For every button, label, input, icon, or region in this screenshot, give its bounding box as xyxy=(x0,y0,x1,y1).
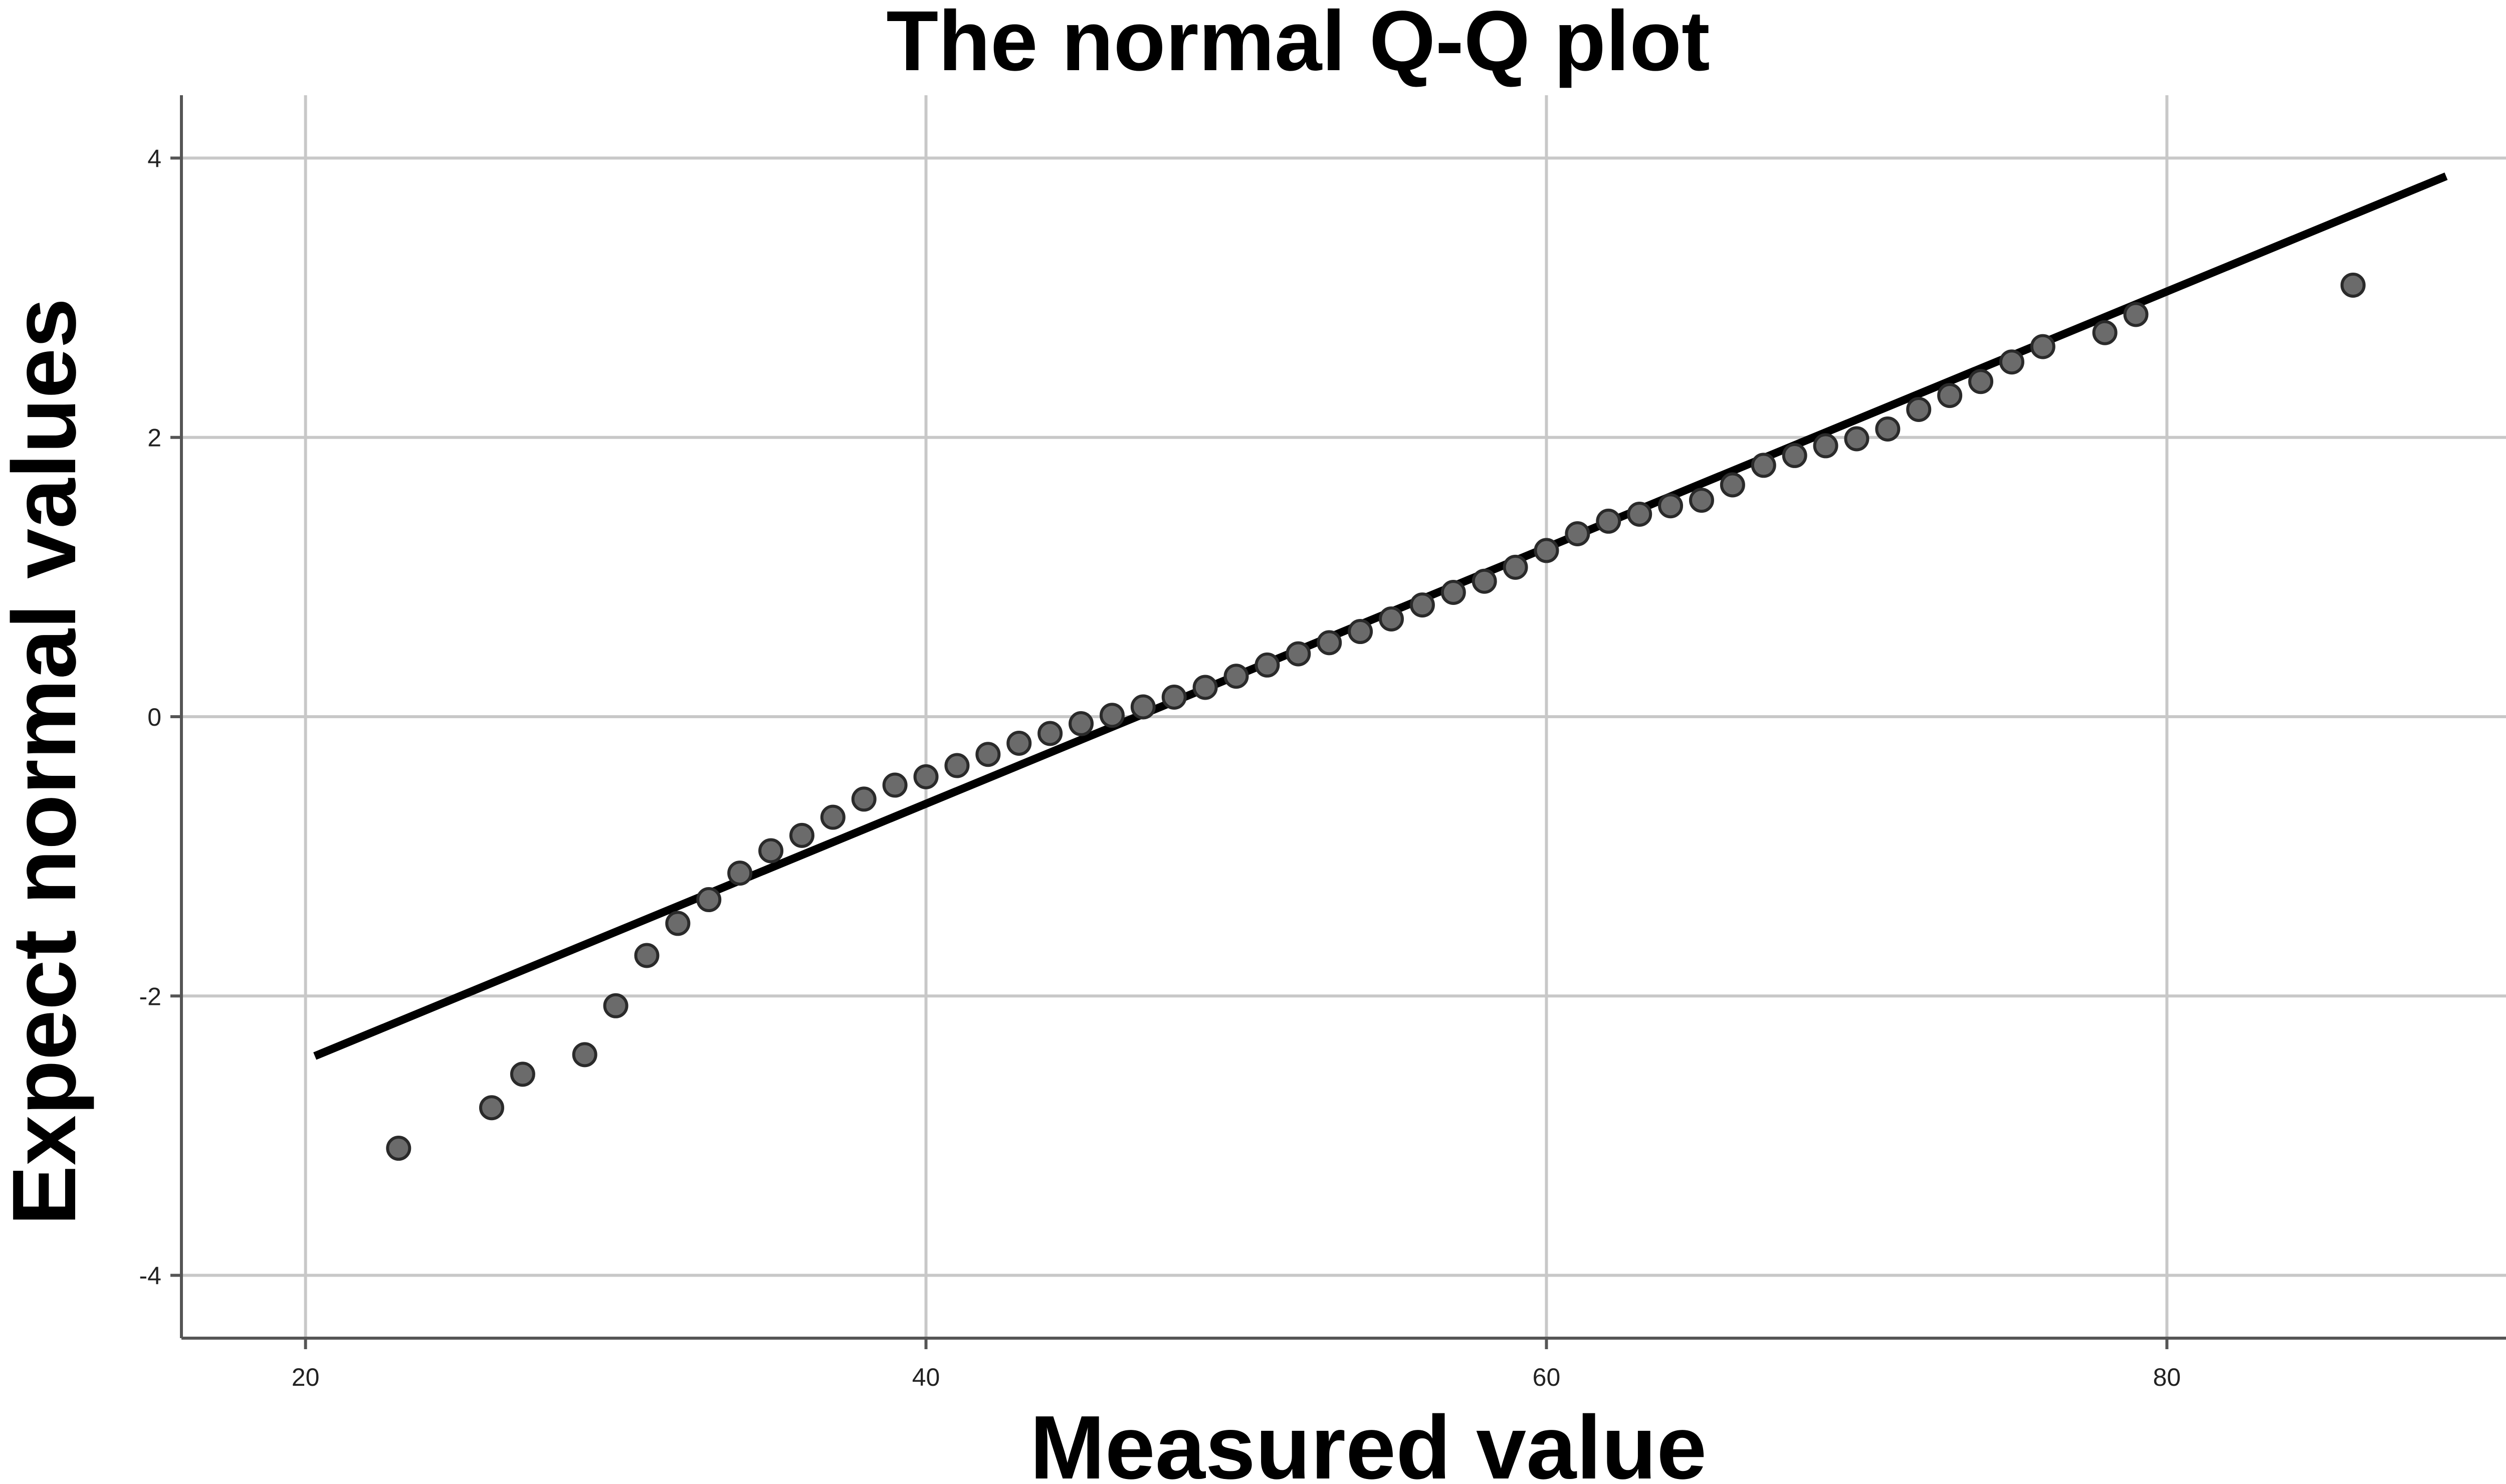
chart-title: The normal Q-Q plot xyxy=(886,0,1710,89)
y-tick-label--2: -2 xyxy=(139,982,161,1010)
data-point xyxy=(665,911,691,936)
data-points xyxy=(386,272,2366,1161)
data-point xyxy=(1440,580,1466,605)
data-point xyxy=(1348,619,1373,645)
data-point xyxy=(1317,630,1342,656)
data-point xyxy=(1192,675,1218,700)
data-point xyxy=(1596,508,1621,534)
data-point xyxy=(727,861,753,886)
x-tick-label-40: 40 xyxy=(912,1363,940,1391)
data-point xyxy=(1782,443,1807,468)
x-tick-label-20: 20 xyxy=(292,1363,320,1391)
data-point xyxy=(1689,488,1714,513)
data-point xyxy=(1255,652,1280,678)
data-point xyxy=(944,753,970,778)
data-point xyxy=(479,1095,504,1121)
data-point xyxy=(510,1062,535,1087)
data-point xyxy=(2123,302,2149,327)
data-point xyxy=(1069,711,1094,736)
data-point xyxy=(1658,493,1684,519)
y-tick-label-4: 4 xyxy=(147,144,161,172)
data-point xyxy=(789,822,814,848)
data-point xyxy=(1720,472,1745,498)
data-point xyxy=(2092,320,2118,345)
axes xyxy=(170,95,2506,1349)
data-point xyxy=(1286,641,1311,667)
data-point xyxy=(851,786,877,812)
data-point xyxy=(1223,664,1249,689)
y-tick-label-2: 2 xyxy=(147,424,161,452)
data-point xyxy=(1813,433,1838,459)
y-tick-label--4: -4 xyxy=(139,1262,161,1290)
data-point xyxy=(1161,684,1187,710)
data-point xyxy=(1006,730,1032,756)
x-axis-label: Measured value xyxy=(1030,1397,1707,1484)
grid-lines xyxy=(181,95,2506,1338)
data-point xyxy=(1472,568,1497,594)
data-point xyxy=(1627,501,1652,527)
data-point xyxy=(1037,721,1063,746)
data-point xyxy=(1099,703,1125,728)
data-point xyxy=(2030,334,2055,359)
data-point xyxy=(1503,554,1528,580)
data-point xyxy=(2340,272,2366,298)
data-point xyxy=(603,993,629,1018)
data-point xyxy=(1751,453,1776,478)
data-point xyxy=(975,742,1001,767)
data-point xyxy=(1937,383,1963,408)
data-point xyxy=(820,804,846,830)
data-point xyxy=(913,764,939,789)
y-axis-label: Expect normal values xyxy=(0,298,95,1226)
data-point xyxy=(696,887,722,913)
data-point xyxy=(1844,426,1869,452)
data-point xyxy=(386,1136,411,1161)
y-tick-label-0: 0 xyxy=(147,703,161,731)
data-point xyxy=(572,1042,597,1068)
data-point xyxy=(1999,349,2024,375)
data-point xyxy=(1906,396,1932,422)
x-tick-label-60: 60 xyxy=(1533,1363,1561,1391)
data-point xyxy=(758,838,784,864)
data-point xyxy=(1565,521,1590,546)
x-tick-label-80: 80 xyxy=(2153,1363,2181,1391)
data-point xyxy=(1130,694,1156,720)
data-point xyxy=(1968,369,1994,394)
data-point xyxy=(1409,592,1435,618)
data-point xyxy=(882,772,908,798)
data-point xyxy=(1534,538,1559,563)
data-point xyxy=(1379,606,1404,631)
data-point xyxy=(634,943,660,968)
data-point xyxy=(1875,416,1901,442)
